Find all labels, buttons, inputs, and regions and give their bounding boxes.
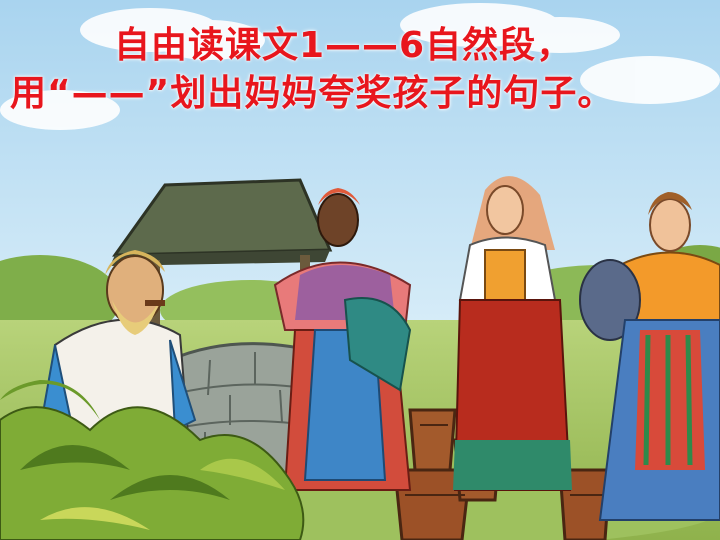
woman-blue-apron-figure	[273, 188, 412, 491]
instruction-text: 自由读课文1——6自然段，用“——”划出妈妈夸奖孩子的句子。	[10, 25, 615, 114]
woman-red-dress-figure	[453, 176, 572, 491]
woman-orange-dress-figure	[579, 192, 720, 521]
foreground-foliage	[0, 380, 305, 540]
clouds	[0, 3, 720, 130]
